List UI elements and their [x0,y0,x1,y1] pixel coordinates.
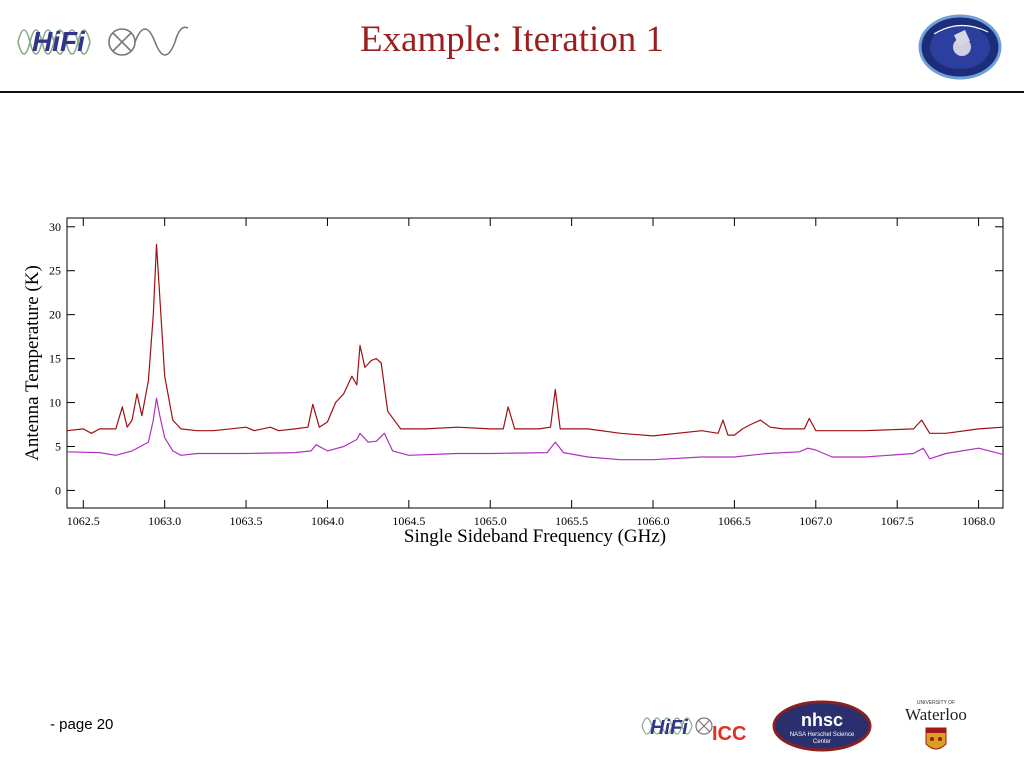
x-tick-label: 1064.0 [311,514,344,528]
title-divider [0,91,1024,93]
x-axis-ticks: 1062.5 1063.0 1063.5 1064.0 1064.5 1065.0 1065… [67,218,995,528]
x-tick-label: 1066.5 [718,514,751,528]
y-tick-label: 10 [49,396,61,410]
spectrum-series [66,243,1004,461]
plot-frame [66,217,1004,509]
svg-text:Center: Center [813,739,831,745]
spectrum-chart: 1062.5 1063.0 1063.5 1064.0 1064.5 1065.0 1065… [22,217,1004,547]
waterloo-logo: UNIVERSITY OF Waterloo [905,700,967,750]
x-tick-label: 1062.5 [67,514,100,528]
hifi-logo: HiFi [17,26,189,57]
y-axis-ticks: 0 5 10 15 20 25 30 [49,220,1003,497]
x-axis-label: Single Sideband Frequency (GHz) [404,526,666,547]
x-tick-label: 1064.5 [392,514,425,528]
y-tick-label: 25 [49,264,61,278]
svg-text:nhsc: nhsc [801,710,843,730]
y-tick-label: 0 [55,483,61,497]
x-tick-label: 1067.0 [799,514,832,528]
slide-title: Example: Iteration 1 [359,19,665,60]
x-tick-label: 1063.0 [148,514,181,528]
nhsc-logo: nhsc NASA Herschel Science Center [772,700,872,752]
x-tick-label: 1066.0 [637,514,670,528]
y-axis-label: Antenna Temperature (K) [22,265,43,461]
spectrum-line-lower [66,397,1004,461]
svg-text:NASA Herschel Science: NASA Herschel Science [790,732,855,738]
svg-text:HiFi: HiFi [32,26,86,57]
x-tick-label: 1067.5 [881,514,914,528]
y-tick-label: 5 [55,439,61,453]
x-tick-label: 1065.0 [474,514,507,528]
hifi-icc-logo: HiFi ICC [641,717,746,745]
svg-text:ICC: ICC [712,723,746,745]
x-tick-label: 1068.0 [962,514,995,528]
svg-text:UNIVERSITY OF: UNIVERSITY OF [917,700,955,706]
spectrum-line-upper [66,243,1004,437]
page-number: - page 20 [50,716,114,733]
x-tick-label: 1063.5 [230,514,263,528]
y-tick-label: 15 [49,352,61,366]
x-tick-label: 1065.5 [555,514,588,528]
y-tick-label: 20 [49,308,61,322]
svg-text:HiFi: HiFi [650,717,688,739]
herschel-mission-icon [918,14,1002,80]
svg-text:Waterloo: Waterloo [905,705,967,724]
y-tick-label: 30 [49,220,61,234]
